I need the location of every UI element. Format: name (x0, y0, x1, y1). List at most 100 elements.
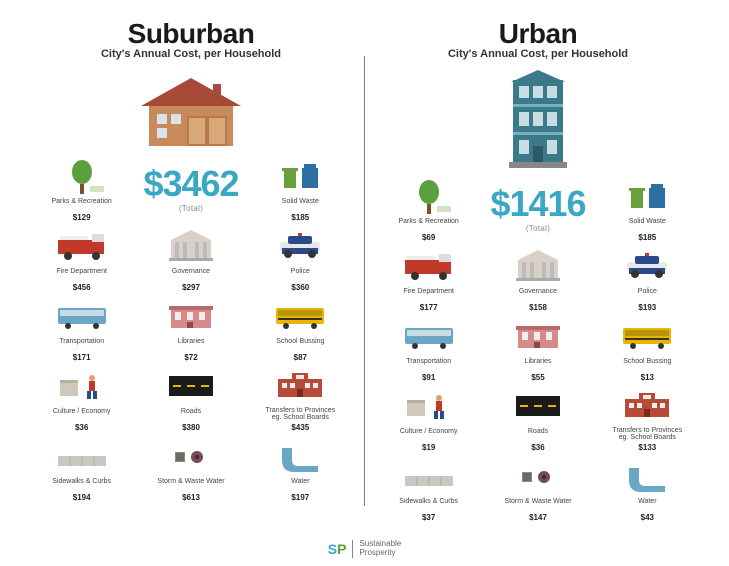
total-amount: $1416 (Total) (490, 186, 585, 233)
column-title: Urban (448, 18, 628, 50)
firetruck-icon (377, 246, 480, 286)
govt-icon (139, 226, 242, 266)
tree-icon (377, 176, 480, 216)
police-icon (249, 226, 352, 266)
cost-value: $297 (182, 283, 200, 292)
cost-cell: Transportation $171 (30, 296, 133, 362)
cost-label: Transportation (406, 358, 451, 372)
column-urban: Urban City's Annual Cost, per Household … (377, 18, 699, 520)
cost-label: Governance (519, 288, 557, 302)
library-icon (139, 296, 242, 336)
cost-label: Fire Department (56, 268, 107, 282)
cost-cell: Culture / Economy $36 (30, 366, 133, 432)
culture-icon (377, 386, 480, 426)
cost-value: $129 (73, 213, 91, 222)
cost-label: Libraries (525, 358, 552, 372)
column-header: Suburban City's Annual Cost, per Househo… (101, 18, 281, 60)
cost-label: Sidewalks & Curbs (399, 498, 458, 512)
cost-label: Transfers to Provinceseg. School Boards (265, 407, 335, 422)
cost-value: $72 (184, 353, 197, 362)
logo-s: S (328, 541, 337, 557)
transitbus-icon (377, 316, 480, 356)
infographic-root: Suburban City's Annual Cost, per Househo… (0, 0, 729, 520)
cost-label: Storm & Waste Water (157, 478, 224, 492)
cost-value: $194 (73, 493, 91, 502)
cost-cell: Governance $297 (139, 226, 242, 292)
logo-p: P (337, 541, 346, 557)
bins-icon (249, 156, 352, 196)
tree-icon (30, 156, 133, 196)
water-icon (249, 436, 352, 476)
bins-icon (596, 176, 699, 216)
cost-label: Culture / Economy (400, 428, 458, 442)
storm-icon (486, 456, 589, 496)
hero-illustration (503, 70, 573, 170)
cost-value: $380 (182, 423, 200, 432)
cost-value: $87 (294, 353, 307, 362)
cost-cell: Transfers to Provinceseg. School Boards … (249, 366, 352, 432)
cost-cell: Fire Department $456 (30, 226, 133, 292)
cost-value: $133 (638, 443, 656, 452)
sidewalk-icon (30, 436, 133, 476)
cost-value: $613 (182, 493, 200, 502)
column-suburban: Suburban City's Annual Cost, per Househo… (30, 18, 352, 520)
cost-value: $360 (291, 283, 309, 292)
cost-cell: Water $43 (596, 456, 699, 522)
column-header: Urban City's Annual Cost, per Household (448, 18, 628, 60)
cost-cell: Solid Waste $185 (249, 156, 352, 222)
center-divider (364, 56, 365, 506)
column-subtitle: City's Annual Cost, per Household (448, 48, 628, 60)
cost-grid: Parks & Recreation $69 $1416 (Total) Sol… (377, 176, 699, 522)
cost-label: Libraries (178, 338, 205, 352)
cost-label: Storm & Waste Water (504, 498, 571, 512)
column-title: Suburban (101, 18, 281, 50)
cost-value: $69 (422, 233, 435, 242)
cost-cell: Police $360 (249, 226, 352, 292)
cost-value: $158 (529, 303, 547, 312)
cost-cell: Storm & Waste Water $147 (486, 456, 589, 522)
cost-cell: $1416 (Total) (486, 176, 589, 242)
cost-cell: Culture / Economy $19 (377, 386, 480, 452)
cost-label: Water (638, 498, 656, 512)
cost-label: Parks & Recreation (52, 198, 112, 212)
cost-cell: Governance $158 (486, 246, 589, 312)
cost-cell: Sidewalks & Curbs $194 (30, 436, 133, 502)
library-icon (486, 316, 589, 356)
cost-value: $55 (531, 373, 544, 382)
sidewalk-icon (377, 456, 480, 496)
cost-value: $19 (422, 443, 435, 452)
cost-label: Culture / Economy (53, 408, 111, 422)
cost-value: $171 (73, 353, 91, 362)
cost-cell: Libraries $55 (486, 316, 589, 382)
transfer-icon (596, 386, 699, 425)
water-icon (596, 456, 699, 496)
cost-value: $185 (638, 233, 656, 242)
cost-label: Roads (181, 408, 201, 422)
transitbus-icon (30, 296, 133, 336)
hero-illustration (131, 70, 251, 150)
cost-label: Parks & Recreation (399, 218, 459, 232)
cost-value: $37 (422, 513, 435, 522)
cost-value: $185 (291, 213, 309, 222)
cost-cell: Roads $380 (139, 366, 242, 432)
cost-cell: Transfers to Provinceseg. School Boards … (596, 386, 699, 452)
cost-value: $36 (531, 443, 544, 452)
govt-icon (486, 246, 589, 286)
footer-logo: SP Sustainable Prosperity (0, 540, 729, 558)
cost-label: Solid Waste (282, 198, 319, 212)
cost-cell: Sidewalks & Curbs $37 (377, 456, 480, 522)
cost-cell: Parks & Recreation $129 (30, 156, 133, 222)
cost-label: School Bussing (276, 338, 324, 352)
cost-label: Sidewalks & Curbs (52, 478, 111, 492)
cost-label: Solid Waste (629, 218, 666, 232)
cost-label: School Bussing (623, 358, 671, 372)
cost-label: Police (291, 268, 310, 282)
cost-label: Governance (172, 268, 210, 282)
schoolbus-icon (596, 316, 699, 356)
cost-value: $193 (638, 303, 656, 312)
road-icon (139, 366, 242, 406)
cost-value: $435 (291, 423, 309, 432)
cost-cell: Water $197 (249, 436, 352, 502)
cost-cell: Fire Department $177 (377, 246, 480, 312)
transfer-icon (249, 366, 352, 405)
